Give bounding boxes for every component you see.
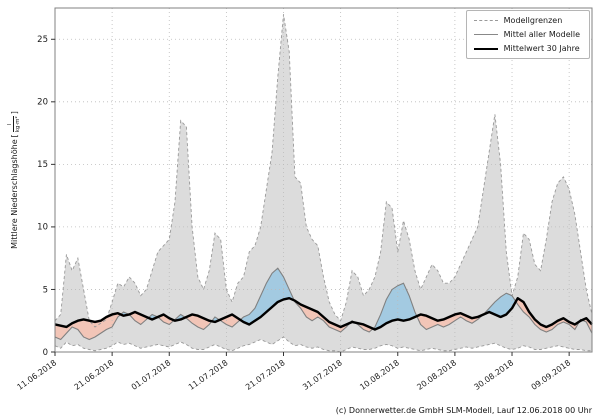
dashed-gray-line-icon <box>473 20 498 21</box>
thick-black-line-icon <box>473 47 498 50</box>
model-lower-boundary-line <box>54 336 592 353</box>
y-tick-label: 10 <box>37 223 48 233</box>
legend-label: Mittelwert 30 Jahre <box>503 44 580 53</box>
below-normal-fill <box>157 314 175 325</box>
legend-label: Mittel aller Modelle <box>503 30 580 39</box>
x-tick-label: 21.06.2018 <box>73 358 116 392</box>
x-tick-label: 21.07.2018 <box>244 358 287 392</box>
model-upper-boundary-line <box>54 14 593 328</box>
above-normal-fill <box>373 283 417 330</box>
below-normal-fill <box>185 314 212 330</box>
y-tick-label: 15 <box>37 160 48 170</box>
y-tick-label: 5 <box>43 285 48 295</box>
legend-item-mittel-aller-modelle: Mittel aller Modelle <box>473 30 580 39</box>
x-tick-label: 11.07.2018 <box>187 358 230 392</box>
x-tick-label: 31.07.2018 <box>301 358 344 392</box>
y-axis-unit-fraction: l kg·m² <box>7 116 22 133</box>
legend: Modellgrenzen Mittel aller Modelle Mitte… <box>465 10 590 59</box>
x-tick-label: 30.08.2018 <box>472 358 515 392</box>
legend-item-modellgrenzen: Modellgrenzen <box>473 16 580 25</box>
x-tick-label: 10.08.2018 <box>358 358 401 392</box>
below-normal-fill <box>416 313 484 330</box>
x-tick-label: 20.08.2018 <box>415 358 458 392</box>
model-mean-line <box>54 267 593 341</box>
plot-frame <box>54 7 593 353</box>
copyright-credit: (c) Donnerwetter.de GmbH SLM-Modell, Lau… <box>335 406 592 415</box>
below-normal-fill <box>354 322 374 332</box>
legend-item-mittelwert-30-jahre: Mittelwert 30 Jahre <box>473 44 580 53</box>
model-spread-band <box>55 14 592 352</box>
legend-label: Modellgrenzen <box>503 16 563 25</box>
solid-gray-line-icon <box>473 34 498 35</box>
y-tick-label: 0 <box>43 348 48 358</box>
y-axis-label-text: Mittlere Niederschlagshöhe <box>9 139 19 249</box>
climate-mean-30y-line <box>54 297 593 331</box>
above-normal-fill <box>240 268 295 325</box>
x-tick-label: 11.06.2018 <box>15 358 58 392</box>
x-tick-label: 01.07.2018 <box>130 358 173 392</box>
y-tick-label: 25 <box>37 35 48 45</box>
y-axis-label: Mittlere Niederschlagshöhe [ l kg·m² ] <box>6 111 22 249</box>
y-tick-label: 20 <box>37 98 48 108</box>
above-normal-fill <box>483 293 516 317</box>
x-tick-label: 09.09.2018 <box>530 358 573 392</box>
y-axis-unit-denominator: kg·m² <box>13 116 22 133</box>
